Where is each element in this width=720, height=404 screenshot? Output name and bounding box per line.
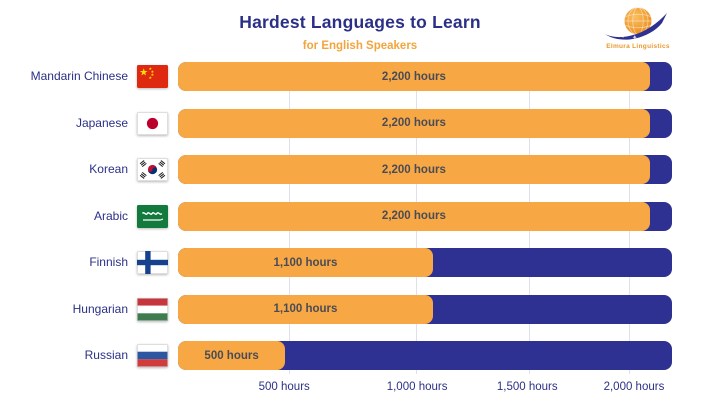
bar-value-label: 1,100 hours bbox=[273, 303, 338, 315]
bar-value-label: 2,200 hours bbox=[381, 70, 446, 83]
bar-fill: 2,200 hours bbox=[178, 201, 650, 231]
bar-track: 2,200 hours bbox=[178, 62, 672, 91]
bar-track: 1,100 hours bbox=[178, 294, 672, 324]
bar-fill: 2,200 hours bbox=[178, 108, 650, 138]
language-label: Hungarian bbox=[72, 301, 128, 316]
south-korea-flag-icon bbox=[137, 158, 168, 181]
x-tick-label: 500 hours bbox=[258, 381, 310, 393]
language-label: Russian bbox=[84, 348, 128, 362]
x-tick-label: 2,000 hours bbox=[603, 381, 665, 393]
svg-text:★: ★ bbox=[151, 69, 155, 74]
x-tick-label: 1,500 hours bbox=[496, 381, 558, 393]
bar-fill: 1,100 hours bbox=[178, 294, 433, 324]
russia-flag-icon bbox=[137, 344, 168, 367]
bar-value-label: 2,200 hours bbox=[381, 117, 446, 129]
bar-fill: 500 hours bbox=[178, 341, 286, 370]
bar-fill: 2,200 hours bbox=[178, 62, 650, 91]
bar-track: 2,200 hours bbox=[178, 201, 672, 231]
bar-row: Finnish 1,100 hours bbox=[0, 248, 720, 277]
bar-fill: 2,200 hours bbox=[178, 155, 650, 184]
language-label: Arabic bbox=[93, 208, 128, 223]
brand-name: Elmura Linguistics bbox=[606, 43, 670, 50]
svg-text:★: ★ bbox=[139, 68, 148, 79]
bar-value-label: 2,200 hours bbox=[381, 210, 446, 222]
bar-row: Hungarian 1,100 hours bbox=[0, 294, 720, 324]
brand-logo: Elmura Linguistics bbox=[596, 5, 680, 55]
bar-row: Japanese 2,200 hours bbox=[0, 108, 720, 138]
language-label: Finnish bbox=[89, 255, 128, 269]
language-label: Japanese bbox=[75, 115, 128, 130]
finland-flag-icon bbox=[137, 251, 168, 274]
china-flag-icon: ★ ★ ★ ★ ★ bbox=[137, 65, 168, 88]
bar-track: 500 hours bbox=[178, 341, 672, 370]
bar-row: Mandarin Chinese ★ ★ ★ ★ ★ 2,200 hours bbox=[0, 62, 720, 91]
japan-flag-icon bbox=[137, 111, 168, 135]
bar-row: Korean 2,200 hours bbox=[0, 155, 720, 184]
svg-text:★: ★ bbox=[149, 75, 153, 80]
x-tick-label: 1,000 hours bbox=[386, 381, 448, 393]
language-label: Mandarin Chinese bbox=[30, 69, 128, 83]
language-label: Korean bbox=[89, 162, 128, 176]
bar-row: Arabic 2,200 hours bbox=[0, 201, 720, 231]
bar-track: 2,200 hours bbox=[178, 108, 672, 138]
bar-fill: 1,100 hours bbox=[178, 248, 433, 277]
bar-value-label: 2,200 hours bbox=[381, 163, 446, 176]
bar-value-label: 500 hours bbox=[204, 349, 259, 362]
bar-row: Russian 500 hours bbox=[0, 341, 720, 370]
bar-value-label: 1,100 hours bbox=[273, 256, 338, 269]
svg-text:★: ★ bbox=[151, 72, 155, 77]
globe-swoosh-icon bbox=[605, 7, 667, 40]
chart-title: Hardest Languages to Learn bbox=[239, 12, 481, 32]
hungary-flag-icon bbox=[137, 297, 168, 321]
chart-subtitle: for English Speakers bbox=[302, 40, 418, 52]
bar-track: 2,200 hours bbox=[178, 155, 672, 184]
svg-text:★: ★ bbox=[149, 66, 153, 71]
saudi-arabia-flag-icon bbox=[137, 204, 168, 228]
bar-track: 1,100 hours bbox=[178, 248, 672, 277]
